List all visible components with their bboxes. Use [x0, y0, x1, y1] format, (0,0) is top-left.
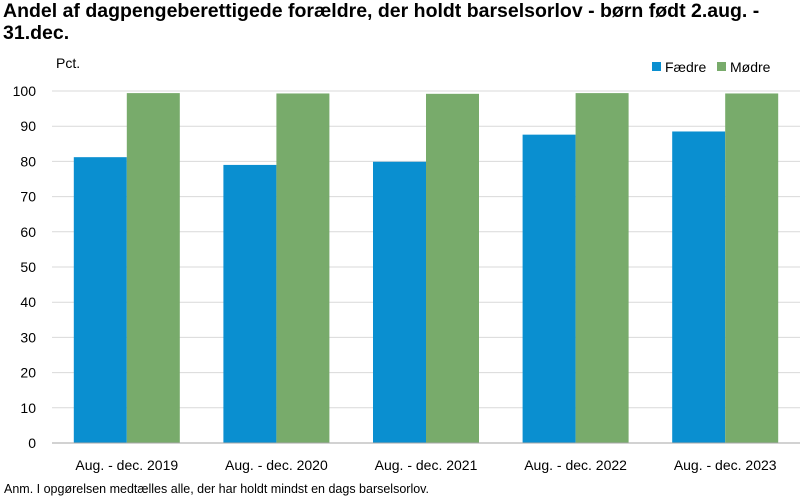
y-tick-label: 90: [20, 118, 36, 134]
y-tick-label: 0: [28, 435, 36, 451]
y-tick-label: 50: [20, 259, 36, 275]
bar-moedre: [126, 93, 180, 443]
y-tick-label: 100: [13, 83, 37, 99]
legend-label: Fædre: [665, 59, 706, 75]
y-axis-ticks: 0 10 20 30 40 50 60 70 80 90 100: [13, 83, 37, 451]
bar-moedre: [426, 93, 479, 443]
x-category-label: Aug. - dec. 2019: [75, 457, 178, 473]
y-tick-label: 60: [20, 224, 36, 240]
y-tick-label: 40: [20, 294, 36, 310]
y-tick-label: 80: [20, 153, 36, 169]
y-tick-label: 20: [20, 365, 36, 381]
footnote: Anm. I opgørelsen medtælles alle, der ha…: [4, 482, 429, 496]
bar-moedre: [725, 93, 779, 444]
bar-faedre: [672, 131, 726, 444]
bar-moedre: [575, 93, 629, 443]
bar-faedre: [223, 164, 277, 444]
y-tick-label: 30: [20, 329, 36, 345]
chart-title: Andel af dagpengeberettigede forældre, d…: [3, 0, 760, 44]
y-tick-label: 70: [20, 189, 36, 205]
x-axis-categories: Aug. - dec. 2019 Aug. - dec. 2020 Aug. - d…: [75, 457, 776, 473]
x-category-label: Aug. - dec. 2020: [225, 457, 328, 473]
y-axis-unit-label: Pct.: [56, 55, 80, 71]
legend-swatch: [652, 62, 661, 71]
bar-faedre: [373, 161, 426, 443]
x-category-label: Aug. - dec. 2022: [524, 457, 627, 473]
legend: Fædre Mødre: [652, 59, 771, 75]
legend-swatch: [717, 62, 726, 71]
bar-faedre: [73, 157, 127, 443]
bar-moedre: [276, 93, 330, 444]
legend-label: Mødre: [730, 59, 771, 75]
x-category-label: Aug. - dec. 2023: [674, 457, 777, 473]
x-category-label: Aug. - dec. 2021: [375, 457, 478, 473]
bar-faedre: [522, 134, 576, 443]
bars: [73, 93, 779, 444]
y-tick-label: 10: [20, 400, 36, 416]
